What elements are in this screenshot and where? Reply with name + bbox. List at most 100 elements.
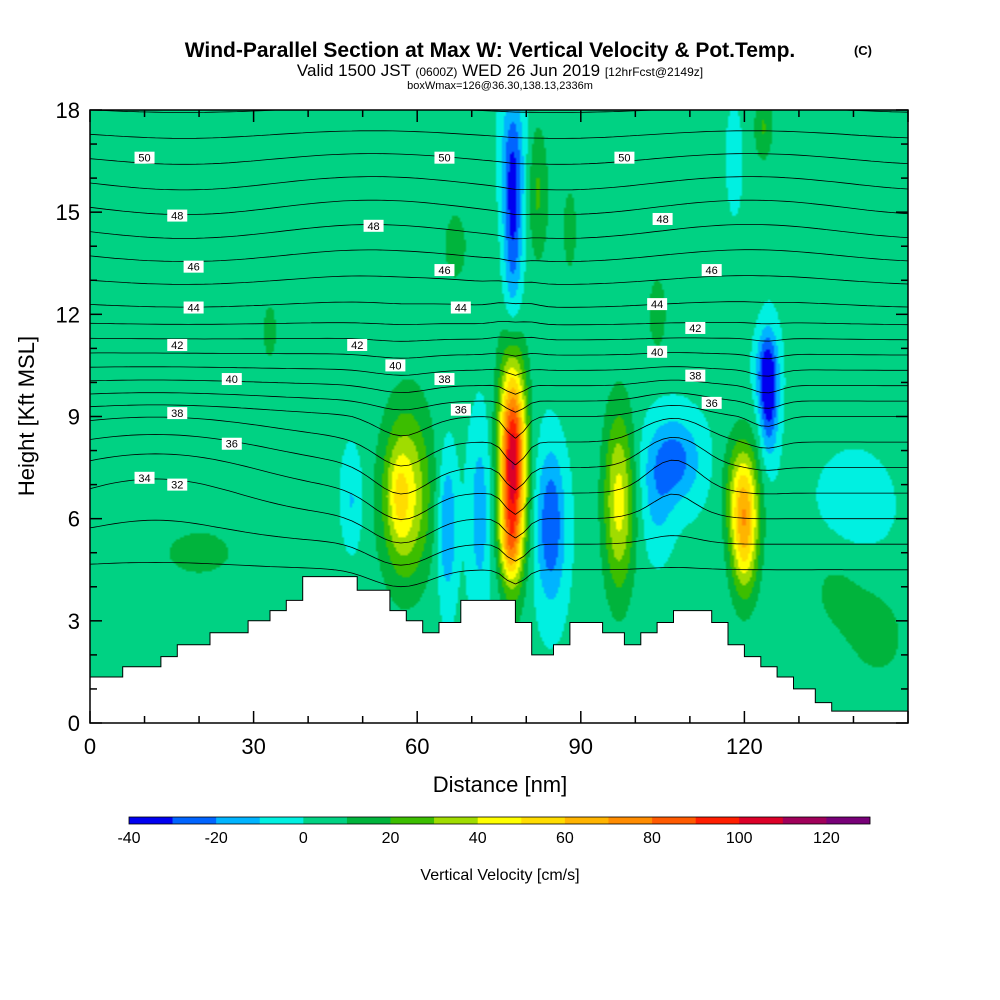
contour-label-text: 36	[455, 405, 467, 417]
isentrope-50	[90, 176, 908, 191]
contour-label-text: 36	[706, 398, 718, 410]
contour-label: 38	[685, 369, 706, 383]
colorbar-swatch	[695, 817, 740, 824]
subtitle-forecast: [12hrFcst@2149z]	[605, 65, 703, 79]
plot-area: 50 50 50 48 48 48 46 46 46 44 44 44 42 42 42 40 40 40 38 38…	[90, 110, 908, 723]
isentrope-42	[90, 352, 908, 360]
contour-label: 42	[167, 338, 188, 352]
colorbar-tick-labels: -40 -20 0 20 40 60 80 100 120	[117, 830, 839, 847]
colorbar	[128, 816, 871, 825]
colorbar-swatch	[564, 817, 609, 824]
subtitle-utc: (0600Z)	[415, 65, 457, 79]
colorbar-tick-label: -20	[205, 830, 228, 847]
contour-label-text: 32	[171, 480, 183, 492]
contour-label-text: 40	[651, 347, 663, 359]
contour-label: 40	[385, 359, 406, 372]
isentrope-52	[90, 130, 908, 139]
contour-label: 44	[183, 301, 204, 315]
contour-label-bg	[652, 212, 673, 225]
colorbar-swatch	[390, 817, 435, 824]
isentrope-40	[90, 379, 908, 395]
contour-label: 50	[134, 151, 155, 165]
colorbar-tick-label: 0	[299, 830, 308, 847]
contour-label-text: 38	[438, 374, 450, 386]
contour-label: 42	[685, 321, 706, 335]
contour-label-text: 46	[706, 265, 718, 277]
contour-label: 48	[167, 209, 188, 223]
colorbar-tick-label: 60	[556, 830, 574, 847]
terrain	[90, 576, 908, 723]
contour-label: 46	[701, 264, 722, 277]
x-tick-label: 90	[569, 734, 593, 759]
contour-label: 40	[647, 345, 668, 359]
colorbar-swatch	[259, 817, 304, 824]
contour-label-bg	[134, 471, 155, 484]
isentrope-36	[90, 434, 908, 495]
contour-label-text: 40	[389, 360, 401, 372]
subtitle-date: WED 26 Jun 2019	[462, 61, 600, 80]
isentrope-39	[90, 392, 908, 413]
isentrope-38	[90, 404, 908, 439]
contour-label-text: 42	[171, 340, 183, 352]
y-tick-label: 6	[68, 507, 80, 532]
contour-label-text: 48	[656, 214, 668, 226]
contour-label-bg	[434, 151, 455, 164]
colorbar-tick-label: 80	[643, 830, 661, 847]
contour-label-text: 44	[187, 303, 199, 315]
contour-label-text: 44	[651, 299, 663, 311]
contour-label: 36	[221, 437, 242, 451]
contour-label-bg	[434, 373, 455, 386]
contour-label-text: 36	[226, 439, 238, 451]
y-tick-label: 18	[56, 98, 80, 123]
contour-label-bg	[685, 369, 706, 382]
contour-label: 40	[221, 373, 242, 386]
colorbar-swatch	[216, 817, 261, 824]
theta-contours	[90, 110, 908, 588]
contour-label: 32	[167, 478, 188, 492]
colorbar-swatch	[739, 817, 784, 824]
contour-label-text: 48	[367, 221, 379, 233]
isentrope-43	[90, 336, 908, 342]
x-tick-label: 120	[726, 734, 763, 759]
contour-label: 44	[450, 301, 471, 315]
contour-label: 46	[434, 264, 455, 277]
contour-label-text: 50	[438, 153, 450, 165]
contour-label-bg	[385, 359, 406, 372]
contour-label-bg	[221, 373, 242, 386]
contour-label: 50	[434, 151, 455, 165]
colorbar-swatch	[129, 817, 173, 824]
colorbar-swatch	[652, 817, 696, 824]
contour-label-text: 46	[187, 262, 199, 274]
contour-label-bg	[221, 437, 242, 450]
box-line: boxWmax=126@36.30,138.13,2336m	[407, 80, 593, 92]
colorbar-swatch	[826, 817, 871, 824]
contour-label-bg	[614, 151, 635, 164]
contour-label-bg	[134, 151, 155, 164]
y-tick-label: 15	[56, 200, 80, 225]
contour-label-text: 34	[138, 473, 150, 485]
chart-title: Wind-Parallel Section at Max W: Vertical…	[185, 39, 796, 62]
contour-label: 48	[363, 219, 384, 233]
isentrope-41	[90, 366, 908, 377]
contour-label: 38	[434, 373, 455, 386]
contour-label-text: 42	[351, 340, 363, 352]
colorbar-swatch	[303, 817, 348, 824]
contour-label: 48	[652, 212, 673, 226]
subtitle-valid: Valid 1500 JST	[297, 61, 411, 80]
colorbar-label: Vertical Velocity [cm/s]	[420, 867, 579, 884]
x-tick-label: 60	[405, 734, 429, 759]
contour-label-bg	[647, 298, 668, 311]
contour-label-text: 42	[689, 323, 701, 335]
isentrope-33	[90, 519, 908, 566]
contour-label-text: 50	[138, 153, 150, 165]
x-tick-labels: 0 30 60 90 120	[84, 734, 763, 759]
contour-label-bg	[701, 264, 722, 277]
y-tick-label: 12	[56, 302, 80, 327]
contour-label-text: 50	[618, 153, 630, 165]
colorbar-frame	[128, 816, 871, 825]
contour-label-bg	[167, 338, 188, 351]
x-tick-label: 0	[84, 734, 96, 759]
contour-label-text: 44	[455, 303, 467, 315]
contour-label-text: 40	[226, 374, 238, 386]
contour-label: 42	[347, 338, 368, 352]
